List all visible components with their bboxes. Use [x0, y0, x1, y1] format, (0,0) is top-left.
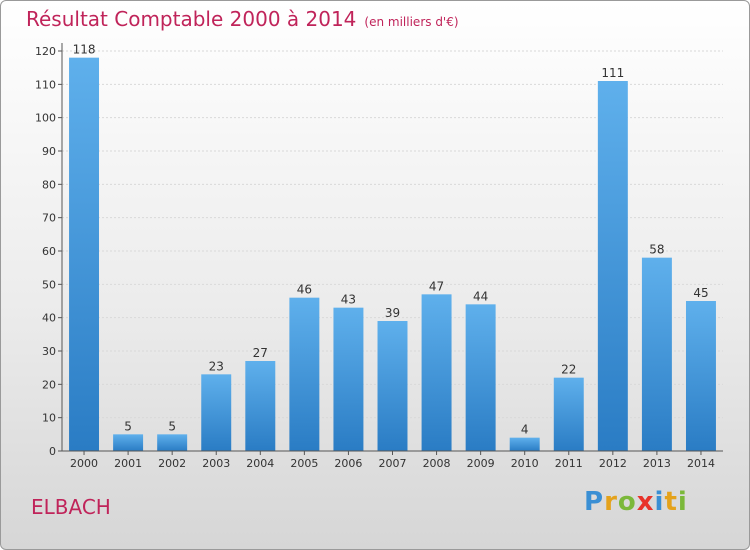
data-label: 39 [385, 306, 400, 320]
y-tick-label: 50 [42, 278, 56, 291]
data-label: 43 [341, 293, 356, 307]
y-tick-label: 100 [35, 112, 56, 125]
bar-2013[interactable] [641, 257, 672, 451]
y-tick-label: 70 [42, 212, 56, 225]
y-tick-label: 0 [49, 445, 56, 458]
data-label: 22 [561, 363, 576, 377]
x-tick-label: 2004 [246, 457, 274, 470]
bar-2000[interactable] [69, 57, 100, 452]
y-tick-label: 10 [42, 412, 56, 425]
bar-2012[interactable] [597, 81, 628, 451]
data-label: 5 [168, 419, 176, 433]
x-tick-label: 2000 [70, 457, 98, 470]
y-tick-label: 80 [42, 178, 56, 191]
bar-2007[interactable] [377, 321, 408, 451]
commune-name: ELBACH [31, 495, 111, 519]
x-tick-label: 2014 [687, 457, 715, 470]
data-label: 118 [73, 43, 96, 57]
x-tick-label: 2001 [114, 457, 142, 470]
data-label: 23 [209, 359, 224, 373]
data-label: 111 [601, 66, 624, 80]
data-label: 47 [429, 279, 444, 293]
bar-2008[interactable] [421, 294, 452, 451]
data-label: 46 [297, 283, 312, 297]
data-label: 27 [253, 346, 268, 360]
x-tick-label: 2011 [555, 457, 583, 470]
x-tick-label: 2012 [599, 457, 627, 470]
bar-2006[interactable] [333, 307, 364, 451]
x-tick-label: 2009 [467, 457, 495, 470]
bar-2014[interactable] [685, 301, 716, 451]
x-tick-label: 2013 [643, 457, 671, 470]
y-tick-label: 90 [42, 145, 56, 158]
y-tick-label: 120 [35, 45, 56, 58]
bar-2003[interactable] [201, 374, 232, 451]
bar-2010[interactable] [509, 437, 540, 451]
x-tick-label: 2010 [511, 457, 539, 470]
data-label: 4 [521, 423, 529, 437]
data-label: 44 [473, 289, 488, 303]
bar-2002[interactable] [157, 434, 188, 451]
x-tick-label: 2006 [334, 457, 362, 470]
y-tick-label: 30 [42, 345, 56, 358]
x-tick-label: 2008 [423, 457, 451, 470]
y-tick-label: 20 [42, 378, 56, 391]
proxiti-logo[interactable]: Proxiti [584, 487, 688, 517]
x-tick-label: 2007 [379, 457, 407, 470]
bar-2005[interactable] [289, 297, 320, 451]
chart-unit: (en milliers d'€) [364, 15, 459, 29]
bar-2001[interactable] [113, 434, 144, 451]
x-tick-label: 2005 [290, 457, 318, 470]
bar-2004[interactable] [245, 361, 276, 451]
data-label: 45 [693, 286, 708, 300]
bar-2009[interactable] [465, 304, 496, 451]
x-tick-label: 2003 [202, 457, 230, 470]
y-tick-label: 40 [42, 312, 56, 325]
data-label: 58 [649, 243, 664, 257]
x-tick-label: 2002 [158, 457, 186, 470]
bar-2011[interactable] [553, 377, 584, 451]
y-tick-label: 60 [42, 245, 56, 258]
chart-title: Résultat Comptable 2000 à 2014 (en millie… [26, 7, 459, 31]
chart-title-text: Résultat Comptable 2000 à 2014 [26, 7, 357, 31]
y-tick-label: 110 [35, 78, 56, 91]
data-label: 5 [124, 419, 132, 433]
